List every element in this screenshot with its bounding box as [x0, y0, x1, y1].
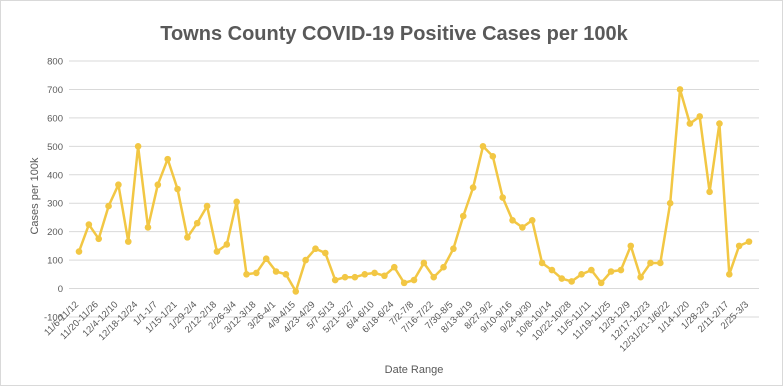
data-point: [519, 224, 526, 231]
data-point: [637, 273, 644, 281]
data-point: [154, 181, 162, 189]
y-tick-label: 0: [58, 284, 63, 295]
y-tick-label: 100: [47, 256, 63, 267]
y-tick-label: 700: [47, 85, 63, 96]
y-tick-label: 800: [47, 57, 63, 68]
y-axis-label: Cases per 100k: [29, 157, 41, 235]
data-point: [509, 216, 516, 224]
data-point: [341, 273, 349, 281]
data-point: [666, 199, 674, 207]
data-point: [489, 152, 497, 160]
data-point: [292, 288, 300, 295]
data-point: [647, 259, 654, 267]
data-point: [676, 86, 684, 93]
data-point: [578, 271, 585, 278]
data-point: [361, 271, 369, 278]
data-point: [450, 245, 457, 253]
data-point: [568, 278, 575, 285]
data-point: [75, 248, 83, 255]
data-point: [105, 202, 112, 210]
data-point: [686, 120, 694, 127]
data-point: [548, 266, 556, 274]
data-point: [164, 155, 171, 163]
data-point: [459, 212, 467, 220]
gridlines: [69, 60, 759, 318]
data-point: [193, 219, 201, 227]
data-point: [233, 198, 240, 206]
data-point: [706, 188, 713, 196]
y-axis-ticks: -100 0 100 200 300 400 500 600 700 800: [44, 57, 63, 324]
data-point: [400, 279, 408, 287]
chart-title: Towns County COVID-19 Positive Cases per…: [160, 23, 628, 45]
data-point: [390, 263, 398, 271]
data-point: [174, 185, 181, 193]
y-tick-label: 600: [47, 113, 63, 124]
data-point: [538, 259, 546, 267]
data-point: [213, 248, 221, 255]
data-point: [657, 259, 664, 267]
data-point: [558, 275, 566, 282]
data-point: [469, 184, 477, 191]
data-point: [322, 249, 329, 257]
data-point: [528, 216, 536, 224]
data-point: [124, 238, 132, 245]
data-point: [134, 143, 142, 150]
data-point: [410, 276, 418, 284]
y-tick-label: -100: [44, 313, 63, 324]
data-point: [115, 181, 122, 189]
data-point: [351, 273, 359, 281]
data-point: [253, 269, 260, 277]
data-point: [499, 194, 506, 201]
data-point: [203, 202, 211, 210]
data-point: [479, 143, 487, 150]
data-point: [312, 245, 319, 253]
data-point: [627, 242, 635, 250]
data-point: [95, 235, 103, 243]
data-point: [617, 266, 625, 274]
data-point: [144, 224, 152, 231]
x-axis-label: Date Range: [385, 364, 444, 376]
data-point: [735, 242, 743, 250]
data-point: [262, 255, 270, 262]
data-point: [371, 269, 378, 277]
data-point: [85, 221, 93, 228]
data-point: [716, 120, 723, 127]
data-point: [272, 268, 280, 275]
data-point: [282, 271, 290, 278]
data-point: [607, 268, 615, 275]
data-point: [302, 256, 309, 264]
data-point: [588, 266, 595, 274]
data-point: [381, 272, 388, 280]
data-point: [430, 273, 438, 281]
data-point: [725, 271, 733, 278]
data-point: [223, 241, 231, 248]
y-tick-label: 200: [47, 227, 63, 238]
data-point: [696, 113, 704, 120]
y-tick-label: 300: [47, 199, 63, 210]
series-line-group: [75, 86, 753, 295]
data-point: [331, 276, 339, 284]
data-point: [420, 259, 428, 267]
data-point: [597, 279, 605, 287]
x-axis-ticks: 11/6-11/1211/20-11/2612/4-12/1012/18-12/…: [42, 299, 751, 354]
y-tick-label: 500: [47, 142, 63, 153]
data-point: [745, 238, 753, 245]
data-point: [243, 271, 250, 278]
y-tick-label: 400: [47, 170, 63, 181]
data-point: [184, 234, 191, 241]
data-point: [440, 263, 447, 271]
